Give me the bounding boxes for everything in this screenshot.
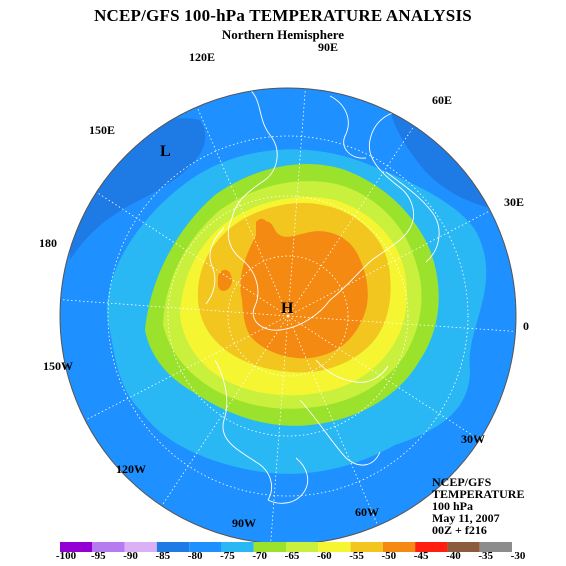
colorbar-tick-label: -80 [187, 550, 203, 562]
colorbar-swatch [447, 542, 480, 552]
colorbar [60, 542, 512, 552]
colorbar-tick-label: -55 [349, 550, 364, 562]
lon-label-30e: 30E [504, 195, 525, 209]
colorbar-tick-label: -40 [446, 550, 461, 562]
high-marker: H [281, 300, 294, 317]
lon-label-180: 180 [39, 236, 57, 250]
lon-label-120w: 120W [116, 462, 146, 476]
colorbar-swatch [92, 542, 125, 552]
info-model: NCEP/GFS [432, 475, 492, 489]
lon-label-60e: 60E [432, 93, 453, 107]
colorbar-swatch [318, 542, 351, 552]
graticule [60, 88, 516, 544]
band-minus85-patch [70, 118, 206, 260]
colorbar-tick-label: -75 [220, 550, 235, 562]
info-field: TEMPERATURE [432, 487, 525, 501]
colorbar-swatch [286, 542, 319, 552]
band-minus50-patch [218, 269, 232, 291]
lon-label-150w: 150W [43, 359, 73, 373]
lon-label-150e: 150E [89, 123, 116, 137]
colorbar-tick-label: -30 [510, 550, 526, 562]
colorbar-tick-label: -85 [155, 550, 171, 562]
colorbar-tick-label: -50 [381, 550, 397, 562]
lon-label-90e: 90E [318, 40, 339, 54]
info-date: May 11, 2007 [432, 511, 500, 525]
info-block: NCEP/GFS TEMPERATURE 100 hPa May 11, 200… [432, 476, 524, 536]
colorbar-tick-label: -45 [413, 550, 429, 562]
info-forecast: 00Z + f216 [432, 523, 487, 537]
band-minus85-patch [390, 110, 500, 210]
lon-label-90w: 90W [232, 516, 256, 530]
colorbar-tick-label: -60 [316, 550, 332, 562]
lon-label-0: 0 [523, 319, 529, 333]
colorbar-swatch [60, 542, 93, 552]
info-level: 100 hPa [432, 499, 474, 513]
colorbar-swatch [221, 542, 254, 552]
coastlines [205, 89, 440, 504]
lon-label-60w: 60W [355, 505, 379, 519]
colorbar-swatch [189, 542, 222, 552]
colorbar-swatch [124, 542, 157, 552]
colorbar-swatch [253, 542, 286, 552]
lon-label-120e: 120E [189, 50, 216, 64]
colorbar-tick-label: -100 [55, 550, 77, 562]
colorbar-swatch [350, 542, 383, 552]
colorbar-tick-label: -95 [90, 550, 106, 562]
colorbar-swatch [156, 542, 190, 552]
colorbar-swatch [479, 542, 512, 552]
colorbar-tick-label: -35 [478, 550, 494, 562]
colorbar-tick-label: -90 [123, 550, 138, 562]
map-title: NCEP/GFS 100-hPa TEMPERATURE ANALYSIS [94, 6, 472, 25]
band-minus50 [240, 221, 368, 359]
low-marker: L [160, 143, 171, 160]
band-minus50-patch [256, 218, 270, 245]
colorbar-swatch [382, 542, 416, 552]
colorbar-tick-label: -70 [252, 550, 268, 562]
map-subtitle: Northern Hemisphere [221, 27, 345, 42]
colorbar-tick-label: -65 [284, 550, 300, 562]
lon-label-30w: 30W [461, 432, 485, 446]
colorbar-swatch [415, 542, 448, 552]
